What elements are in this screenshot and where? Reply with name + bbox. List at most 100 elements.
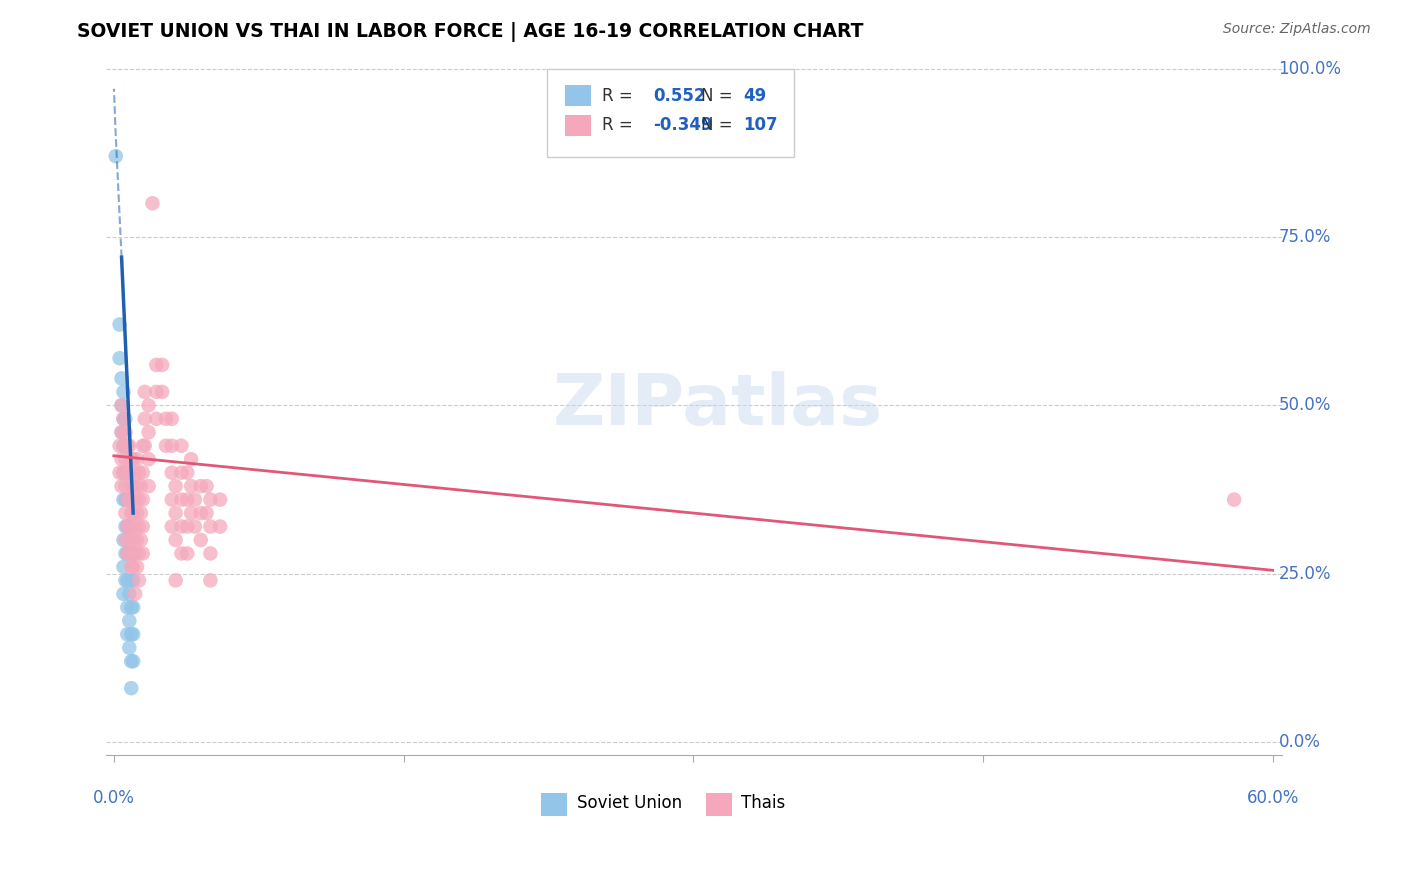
Point (180, 479, 202, 493)
Point (117, 466, 139, 480)
Point (124, 587, 146, 601)
Text: SOVIET UNION VS THAI IN LABOR FORCE | AGE 16-19 CORRELATION CHART: SOVIET UNION VS THAI IN LABOR FORCE | AG… (77, 22, 863, 42)
FancyBboxPatch shape (547, 70, 794, 157)
Point (117, 546, 139, 560)
Point (118, 466, 141, 480)
Point (117, 574, 139, 588)
Point (120, 681, 142, 695)
Point (165, 574, 187, 588)
Point (170, 492, 193, 507)
Point (170, 466, 193, 480)
Text: Thais: Thais (741, 794, 786, 812)
Point (122, 574, 145, 588)
Text: N =: N = (702, 116, 733, 134)
Point (117, 600, 139, 615)
Point (117, 466, 139, 480)
Point (117, 492, 139, 507)
Text: 0.0%: 0.0% (1278, 733, 1320, 751)
Point (160, 411, 183, 425)
Point (120, 506, 142, 520)
Point (110, 371, 132, 385)
Point (117, 439, 139, 453)
Point (176, 519, 198, 533)
Point (118, 519, 141, 533)
Point (112, 587, 135, 601)
Point (120, 519, 142, 533)
Point (160, 466, 183, 480)
Point (108, 466, 131, 480)
Text: 50.0%: 50.0% (1278, 396, 1331, 414)
Point (132, 466, 155, 480)
Point (114, 411, 136, 425)
Point (114, 452, 136, 467)
Text: Source: ZipAtlas.com: Source: ZipAtlas.com (1223, 22, 1371, 37)
Text: 0.0%: 0.0% (93, 789, 135, 807)
Point (110, 398, 132, 412)
Point (165, 506, 187, 520)
Point (128, 492, 150, 507)
Point (132, 546, 155, 560)
Point (110, 452, 132, 467)
Point (112, 439, 135, 453)
Point (125, 452, 148, 467)
Point (118, 587, 141, 601)
Point (114, 492, 136, 507)
Point (134, 411, 156, 425)
Point (112, 492, 135, 507)
Point (118, 640, 141, 655)
Point (125, 506, 148, 520)
Point (110, 479, 132, 493)
Point (200, 492, 222, 507)
Point (120, 492, 142, 507)
Point (108, 318, 131, 332)
Point (120, 546, 142, 560)
Point (114, 439, 136, 453)
Point (160, 439, 183, 453)
Point (117, 439, 139, 453)
Point (150, 358, 173, 372)
Point (141, 196, 163, 211)
Point (117, 546, 139, 560)
Point (118, 492, 141, 507)
Point (180, 506, 202, 520)
Point (125, 560, 148, 574)
Point (180, 452, 202, 467)
Point (124, 546, 146, 560)
Point (120, 627, 142, 641)
Point (117, 519, 139, 533)
Point (150, 384, 173, 399)
Point (120, 600, 142, 615)
Point (176, 466, 198, 480)
Point (117, 519, 139, 533)
FancyBboxPatch shape (706, 793, 733, 815)
Point (138, 425, 160, 440)
Point (134, 439, 156, 453)
Text: -0.349: -0.349 (652, 116, 713, 134)
Point (114, 479, 136, 493)
Point (195, 506, 218, 520)
Point (176, 546, 198, 560)
Text: R =: R = (603, 87, 633, 104)
Point (128, 574, 150, 588)
Point (118, 519, 141, 533)
Point (132, 519, 155, 533)
Point (125, 479, 148, 493)
Point (122, 506, 145, 520)
Point (112, 533, 135, 547)
Point (122, 533, 145, 547)
Point (184, 519, 207, 533)
Point (129, 479, 152, 493)
Point (114, 506, 136, 520)
Point (128, 546, 150, 560)
Point (112, 466, 135, 480)
Point (120, 574, 142, 588)
Point (125, 533, 148, 547)
Point (112, 384, 135, 399)
Point (160, 492, 183, 507)
Point (118, 492, 141, 507)
Point (122, 600, 145, 615)
Point (134, 384, 156, 399)
Point (104, 149, 127, 163)
Point (120, 452, 142, 467)
FancyBboxPatch shape (541, 793, 567, 815)
